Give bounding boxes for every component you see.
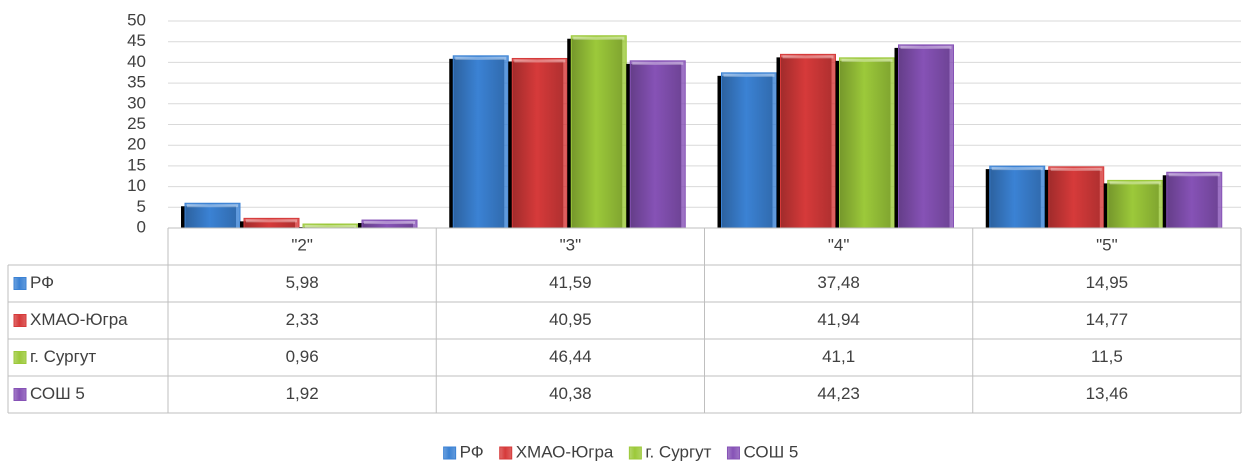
bar-highlight [782,55,834,59]
y-tick-label: 0 [137,217,146,236]
bar [839,57,895,229]
bar [452,55,509,229]
row-label: СОШ 5 [30,384,85,403]
bar [898,44,954,229]
bar-highlight [514,59,566,63]
y-tick-label: 30 [127,93,146,112]
table-cell: 1,92 [286,384,319,403]
table-cell: 5,98 [286,273,319,292]
y-tick-label: 15 [127,155,146,174]
bar [570,35,627,229]
table-cell: 46,44 [549,347,592,366]
table-cell: 2,33 [286,310,319,329]
bar [1048,166,1105,229]
bar-highlight [900,45,952,49]
bar-highlight [246,219,297,223]
table-cell: 13,46 [1086,384,1129,403]
table-cell: 11,5 [1091,347,1123,366]
legend-key [726,446,740,460]
x-tick-label: "2" [291,235,313,254]
y-tick-label: 45 [127,31,146,50]
legend-label: РФ [460,442,484,461]
legend-key [443,446,457,460]
table-cell: 14,95 [1086,273,1129,292]
legend-key [13,351,27,364]
y-tick-label: 40 [127,52,146,71]
table-cell: 14,77 [1086,310,1129,329]
table-cell: 0,96 [286,347,319,366]
y-tick-label: 25 [127,114,146,133]
bar-highlight [841,58,893,62]
bar-highlight [455,56,507,60]
bar-highlight [1168,173,1220,177]
bar-highlight [723,73,775,77]
table-cell: 41,1 [822,347,855,366]
bar [1166,171,1223,229]
bar [780,53,836,229]
bar [629,60,686,229]
bar-highlight [573,36,625,40]
row-label: г. Сургут [30,347,96,366]
y-tick-label: 35 [127,73,146,92]
legend-key [628,446,642,460]
bar-highlight [187,204,238,208]
row-label: РФ [30,273,54,292]
legend-key [13,388,27,401]
bar-highlight [1050,167,1102,171]
legend-key [499,446,513,460]
bar-highlight [1109,181,1161,185]
y-tick-label: 5 [137,197,146,216]
bar-highlight [991,167,1043,171]
legend-label: г. Сургут [645,442,711,461]
table-cell: 37,48 [817,273,860,292]
table-cell: 41,94 [817,310,860,329]
bar [511,57,568,229]
bar [721,72,777,229]
legend-label: ХМАО-Югра [516,442,614,461]
table-cell: 44,23 [817,384,860,403]
bar [184,202,241,229]
x-tick-label: "3" [560,235,582,254]
table-cell: 40,38 [549,384,592,403]
y-tick-label: 10 [127,176,146,195]
x-tick-label: "4" [828,235,850,254]
y-tick-label: 50 [127,10,146,29]
bar-highlight [632,61,684,65]
bar-highlight [364,221,415,225]
table-cell: 41,59 [549,273,592,292]
bar [1107,179,1164,229]
bar-highlight [305,225,356,229]
bar [989,165,1046,229]
legend-key [13,277,27,290]
legend-key [13,314,27,327]
table-cell: 40,95 [549,310,592,329]
x-tick-label: "5" [1096,235,1118,254]
legend-label: СОШ 5 [743,442,798,461]
legend: РФ ХМАО-Югра г. Сургут СОШ 5 [443,442,798,461]
y-tick-label: 20 [127,135,146,154]
row-label: ХМАО-Югра [30,310,128,329]
